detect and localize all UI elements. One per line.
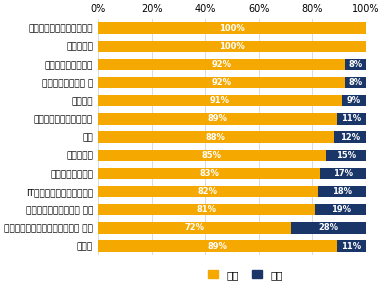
Bar <box>98 240 337 252</box>
Bar <box>98 113 337 125</box>
Text: 15%: 15% <box>336 151 356 160</box>
Text: 82%: 82% <box>198 187 218 196</box>
Text: 92%: 92% <box>211 78 231 87</box>
Bar <box>315 204 366 215</box>
Text: 89%: 89% <box>207 242 227 251</box>
Bar <box>98 77 344 88</box>
Text: 72%: 72% <box>184 223 204 233</box>
Bar <box>337 240 366 252</box>
Text: 17%: 17% <box>333 169 353 178</box>
Bar <box>98 186 318 197</box>
Bar <box>344 77 366 88</box>
Bar <box>98 150 326 161</box>
Bar <box>98 204 315 215</box>
Legend: ある, ない: ある, ない <box>208 270 283 280</box>
Text: 100%: 100% <box>219 24 245 33</box>
Text: 18%: 18% <box>332 187 352 196</box>
Bar <box>291 222 366 233</box>
Bar <box>98 95 342 106</box>
Text: 85%: 85% <box>202 151 222 160</box>
Text: 89%: 89% <box>207 114 227 124</box>
Text: 8%: 8% <box>348 78 362 87</box>
Bar <box>98 59 344 70</box>
Bar <box>334 131 366 143</box>
Text: 100%: 100% <box>219 42 245 51</box>
Bar <box>318 186 366 197</box>
Bar <box>98 222 291 233</box>
Bar <box>98 41 366 52</box>
Text: 19%: 19% <box>331 205 351 214</box>
Text: 9%: 9% <box>347 96 361 105</box>
Bar <box>342 95 366 106</box>
Text: 92%: 92% <box>211 60 231 69</box>
Text: 81%: 81% <box>197 205 217 214</box>
Text: 91%: 91% <box>210 96 230 105</box>
Text: 11%: 11% <box>341 242 361 251</box>
Bar <box>98 131 334 143</box>
Bar <box>344 59 366 70</box>
Text: 11%: 11% <box>341 114 361 124</box>
Bar <box>98 22 366 34</box>
Text: 8%: 8% <box>348 60 362 69</box>
Text: 83%: 83% <box>199 169 219 178</box>
Bar <box>321 168 366 179</box>
Bar <box>98 168 321 179</box>
Text: 88%: 88% <box>206 133 226 142</box>
Text: 12%: 12% <box>340 133 360 142</box>
Bar <box>337 113 366 125</box>
Text: 28%: 28% <box>319 223 339 233</box>
Bar <box>326 150 366 161</box>
